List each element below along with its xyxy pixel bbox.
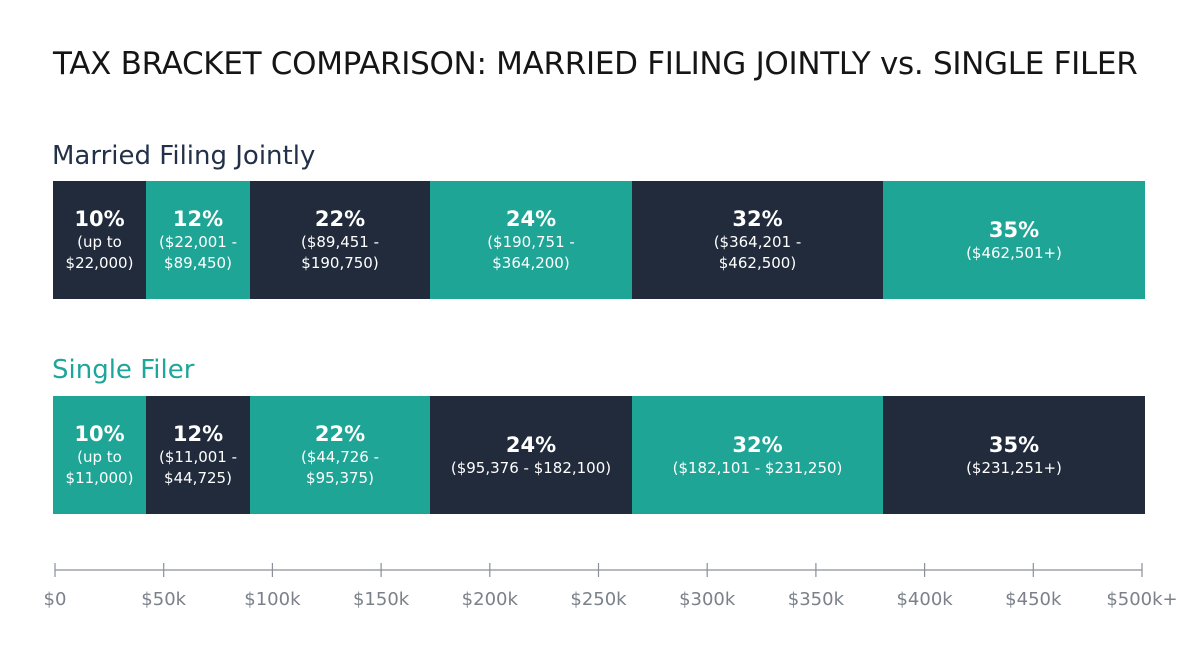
bracket-range-label: ($89,451 - $190,750) — [300, 233, 380, 272]
x-axis: $0 $50k $100k $150k $200k $250k $300k $350k $400… — [44, 563, 1178, 610]
married-bracket-22pct: 22% ($89,451 - $190,750) — [250, 181, 430, 299]
bracket-range-label: ($44,726 - $95,375) — [300, 448, 380, 487]
married-bracket-12pct: 12% ($22,001 - $89,450) — [146, 181, 250, 299]
bracket-rate-label: 32% — [732, 432, 783, 457]
bracket-range-label: ($11,001 - $44,725) — [158, 448, 238, 487]
axis-tick-label: $300k — [679, 589, 736, 610]
married-filing-jointly-label: Married Filing Jointly — [52, 141, 316, 171]
bracket-range-label: ($182,101 - $231,250) — [672, 458, 843, 477]
bracket-rate-label: 22% — [314, 207, 366, 231]
axis-tick-label: $500k+ — [1106, 589, 1177, 610]
axis-tick-label: $450k — [1005, 589, 1062, 610]
axis-tick-label: $200k — [462, 589, 519, 610]
bracket-range-label: ($231,251+) — [966, 458, 1062, 477]
bracket-rate-label: 24% — [505, 207, 557, 231]
single-bracket-35pct: 35% ($231,251+) — [883, 396, 1145, 514]
single-bracket-10pct: 10% (up to $11,000) — [53, 396, 146, 514]
bracket-range-label: ($95,376 - $182,100) — [450, 458, 612, 477]
married-bracket-35pct: 35% ($462,501+) — [883, 181, 1145, 299]
bracket-range-label: ($364,201 - $462,500) — [713, 233, 802, 272]
chart-title: TAX BRACKET COMPARISON: MARRIED FILING J… — [53, 46, 1138, 82]
bracket-rate-label: 24% — [505, 432, 557, 457]
bracket-rate-label: 22% — [314, 422, 366, 446]
married-bracket-10pct: 10% (up to $22,000) — [53, 181, 146, 299]
axis-tick-label: $250k — [570, 589, 627, 610]
single-filer-label: Single Filer — [52, 355, 195, 385]
axis-tick-label: $100k — [244, 589, 301, 610]
bracket-rate-label: 10% — [74, 207, 125, 231]
single-brackets-bar: 10% (up to $11,000) 12% ($11,001 - $44,725)… — [53, 396, 1145, 514]
axis-tick-label: $150k — [353, 589, 410, 610]
bracket-rate-label: 35% — [988, 432, 1040, 457]
bracket-rate-label: 10% — [74, 422, 125, 446]
axis-tick-label: $350k — [788, 589, 845, 610]
bracket-rate-label: 32% — [732, 207, 783, 231]
single-bracket-12pct: 12% ($11,001 - $44,725) — [146, 396, 250, 514]
axis-tick-label: $0 — [44, 589, 67, 610]
bracket-range-label: ($22,001 - $89,450) — [158, 233, 238, 272]
single-bracket-22pct: 22% ($44,726 - $95,375) — [250, 396, 430, 514]
bracket-range-label: ($190,751 - $364,200) — [487, 233, 575, 272]
bracket-rate-label: 35% — [988, 217, 1040, 242]
married-bracket-32pct: 32% ($364,201 - $462,500) — [632, 181, 883, 299]
bracket-range-label: ($462,501+) — [966, 243, 1062, 262]
married-bracket-24pct: 24% ($190,751 - $364,200) — [430, 181, 632, 299]
bracket-rate-label: 12% — [172, 207, 224, 231]
axis-tick-label: $400k — [896, 589, 953, 610]
married-brackets-bar: 10% (up to $22,000) 12% ($22,001 - $89,450)… — [53, 181, 1145, 299]
bracket-range-label: (up to $11,000) — [65, 448, 134, 487]
single-bracket-32pct: 32% ($182,101 - $231,250) — [632, 396, 883, 514]
bracket-range-label: (up to $22,000) — [65, 233, 134, 272]
single-bracket-24pct: 24% ($95,376 - $182,100) — [430, 396, 632, 514]
bracket-rate-label: 12% — [172, 422, 224, 446]
axis-tick-label: $50k — [141, 589, 186, 610]
